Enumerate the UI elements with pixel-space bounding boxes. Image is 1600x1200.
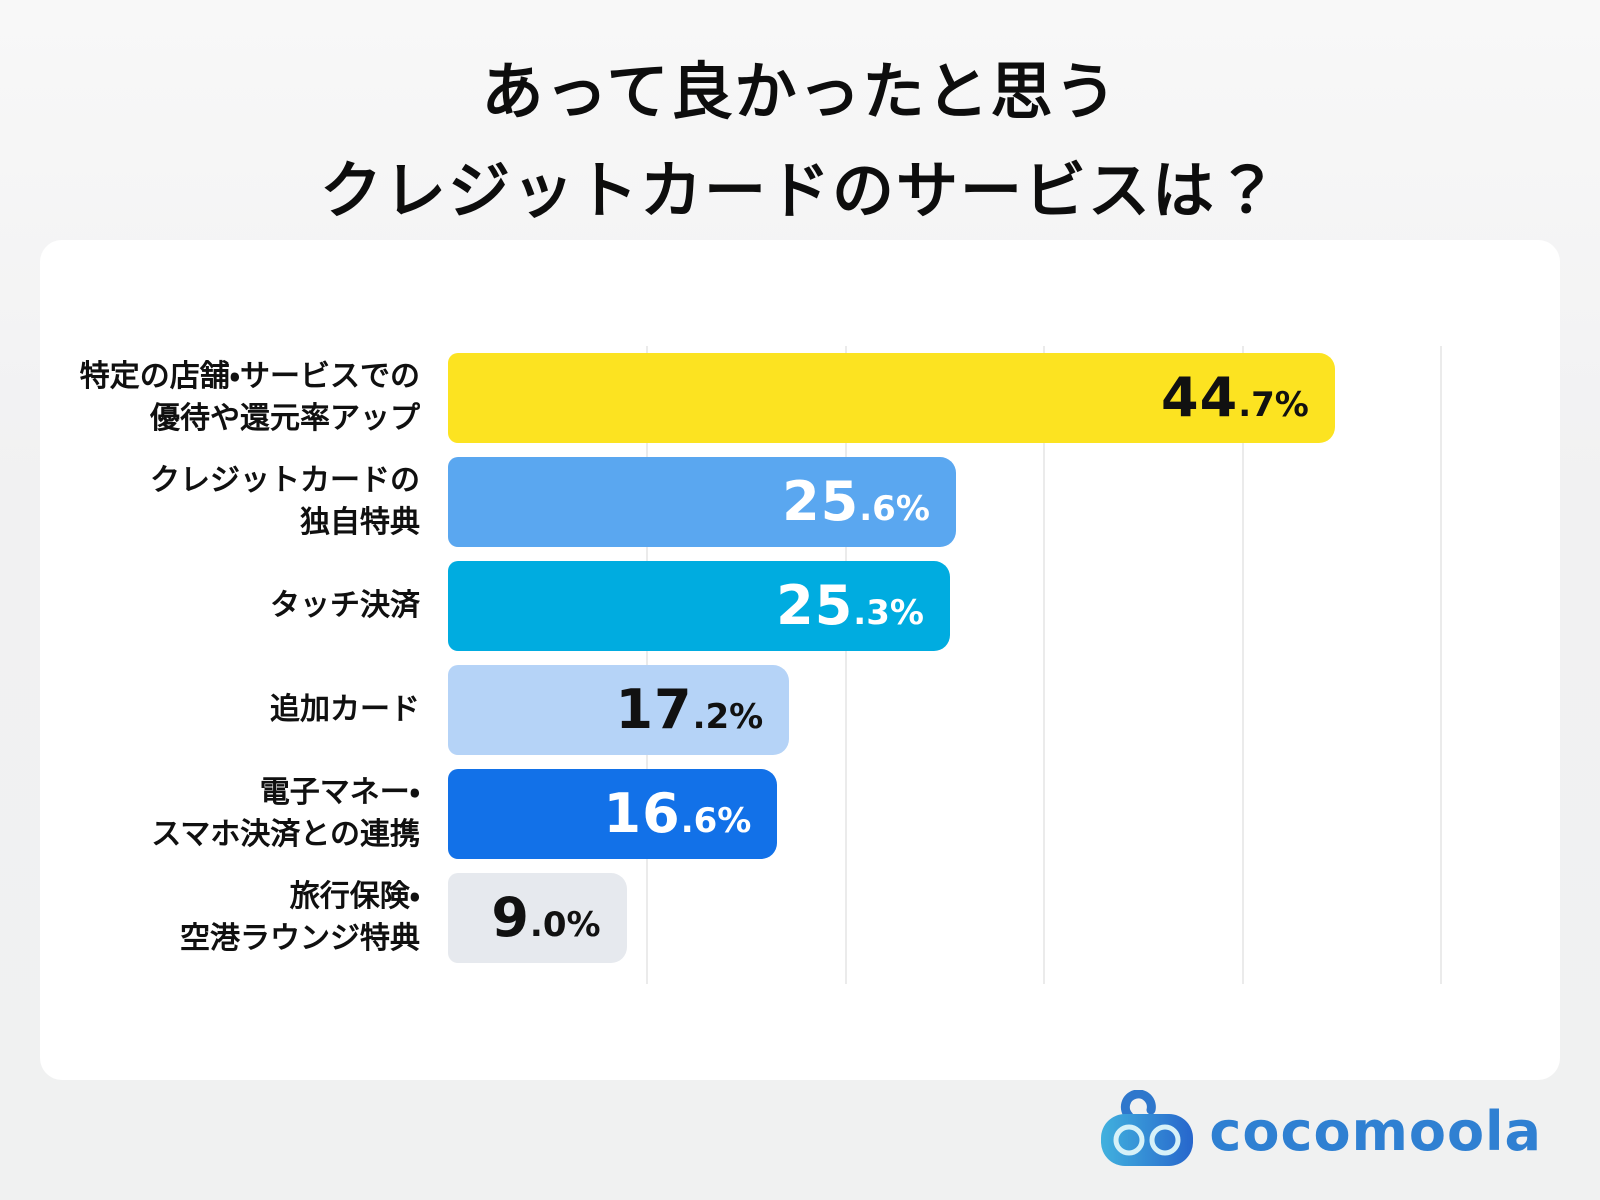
chart-card: 特定の店舗・サービスでの 優待や還元率アップ 44.7% クレジットカードの 独… xyxy=(40,240,1560,1080)
page-title-line1: あって良かったと思う xyxy=(481,55,1119,128)
value-label: 44.7% xyxy=(1161,366,1309,429)
bar-row: 電子マネー・ スマホ決済との連携 16.6% xyxy=(40,762,1560,866)
value-label: 25.3% xyxy=(776,574,924,637)
bar-benefits-rate-up: 44.7% xyxy=(448,353,1335,443)
bar-row: 旅行保険・ 空港ラウンジ特典 9.0% xyxy=(40,866,1560,970)
category-label: 特定の店舗・サービスでの 優待や還元率アップ xyxy=(79,359,420,436)
bar-travel-insurance: 9.0% xyxy=(448,873,627,963)
bar-emoney-link: 16.6% xyxy=(448,769,778,859)
bar-row: 追加カード 17.2% xyxy=(40,658,1560,762)
cocomoola-logo: cocomoola xyxy=(1099,1089,1542,1172)
bar-row: クレジットカードの 独自特典 25.6% xyxy=(40,450,1560,554)
category-label: タッチ決済 xyxy=(270,588,420,623)
bar-original-perks: 25.6% xyxy=(448,457,956,547)
page-title-line2: クレジットカードのサービスは？ xyxy=(319,154,1280,228)
value-label: 9.0% xyxy=(491,886,601,949)
cocomoola-logo-text: cocomoola xyxy=(1209,1099,1542,1163)
bar-additional-card: 17.2% xyxy=(448,665,790,755)
category-label: クレジットカードの 独自特典 xyxy=(150,463,420,540)
bar-row: タッチ決済 25.3% xyxy=(40,554,1560,658)
category-label: 電子マネー・ スマホ決済との連携 xyxy=(151,775,420,852)
category-label: 旅行保険・ 空港ラウンジ特典 xyxy=(180,879,420,956)
value-label: 16.6% xyxy=(603,782,752,845)
category-label: 追加カード xyxy=(270,692,420,727)
bar-row: 特定の店舗・サービスでの 優待や還元率アップ 44.7% xyxy=(40,346,1560,450)
page-title: あって良かったと思う クレジットカードのサービスは？ xyxy=(0,42,1600,240)
cocomoola-robot-face-icon xyxy=(1099,1089,1195,1172)
bar-touch-payment: 25.3% xyxy=(448,561,950,651)
value-label: 17.2% xyxy=(615,678,764,741)
value-label: 25.6% xyxy=(782,470,930,533)
bar-chart: 特定の店舗・サービスでの 優待や還元率アップ 44.7% クレジットカードの 独… xyxy=(40,346,1560,984)
